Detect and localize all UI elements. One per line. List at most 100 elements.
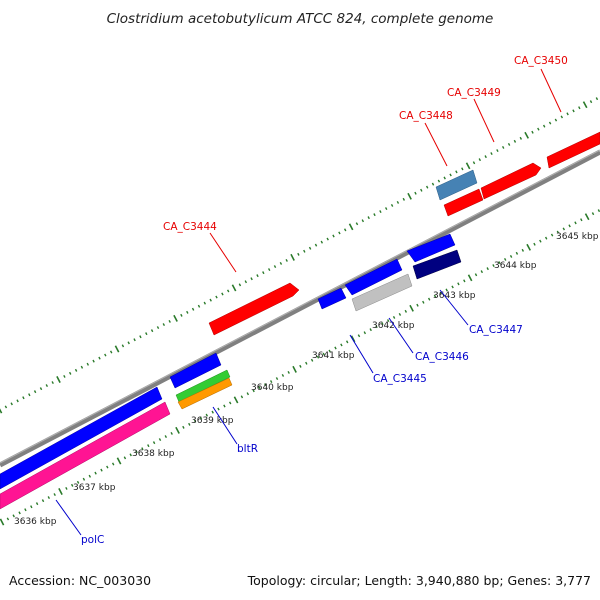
minor-tick bbox=[121, 344, 125, 348]
minor-tick bbox=[416, 303, 419, 307]
feature-polc-b[interactable] bbox=[0, 401, 171, 510]
minor-tick bbox=[191, 307, 195, 311]
feature-ca-c3445[interactable] bbox=[317, 287, 347, 310]
minor-tick bbox=[135, 450, 138, 454]
feature-ca-c3446-a[interactable] bbox=[344, 258, 403, 296]
minor-tick bbox=[273, 265, 277, 269]
minor-tick bbox=[170, 431, 173, 435]
major-tick bbox=[292, 365, 297, 373]
minor-tick bbox=[515, 251, 519, 255]
minor-tick bbox=[24, 508, 27, 512]
leader-ca-c3446 bbox=[388, 317, 414, 354]
minor-tick bbox=[98, 356, 101, 360]
minor-tick bbox=[472, 161, 476, 165]
minor-tick bbox=[386, 319, 390, 323]
minor-tick bbox=[554, 118, 558, 122]
gene-label-ca-c3446[interactable]: CA_C3446 bbox=[415, 351, 469, 363]
minor-tick bbox=[484, 155, 487, 159]
minor-tick bbox=[308, 246, 312, 250]
minor-tick bbox=[45, 384, 49, 388]
minor-tick bbox=[281, 373, 285, 377]
major-tick bbox=[0, 408, 3, 414]
minor-tick bbox=[262, 271, 265, 275]
minor-tick bbox=[449, 173, 452, 177]
minor-tick bbox=[404, 309, 408, 313]
gene-label-polc[interactable]: polC bbox=[81, 534, 104, 546]
minor-tick bbox=[375, 325, 378, 329]
leader-ca-c3450 bbox=[540, 68, 562, 113]
minor-tick bbox=[182, 425, 185, 429]
gene-label-ca-c3449[interactable]: CA_C3449 bbox=[447, 87, 501, 99]
feature-bltr-b[interactable] bbox=[175, 369, 231, 403]
feature-polc-a[interactable] bbox=[0, 386, 163, 490]
minor-tick bbox=[562, 227, 566, 231]
label-leaders bbox=[55, 68, 562, 536]
feature-ca-c3448-b[interactable] bbox=[443, 188, 484, 217]
minor-tick bbox=[145, 332, 148, 336]
gene-label-ca-c3447[interactable]: CA_C3447 bbox=[469, 324, 523, 336]
minor-tick bbox=[186, 310, 189, 314]
minor-tick bbox=[443, 176, 446, 180]
minor-tick bbox=[533, 242, 536, 246]
feature-ca-c3450[interactable] bbox=[546, 131, 600, 169]
major-tick bbox=[350, 335, 356, 343]
minor-tick bbox=[16, 399, 19, 403]
gene-label-ca-c3450[interactable]: CA_C3450 bbox=[514, 55, 568, 67]
minor-tick bbox=[252, 389, 255, 393]
minor-tick bbox=[455, 170, 458, 174]
backbone-line bbox=[0, 149, 600, 468]
minor-tick bbox=[345, 340, 349, 344]
backbone-highlight bbox=[0, 149, 600, 464]
leader-ca-c3449 bbox=[473, 98, 495, 143]
minor-tick bbox=[258, 386, 261, 390]
minor-tick bbox=[521, 248, 525, 252]
minor-tick bbox=[425, 185, 429, 189]
minor-tick bbox=[199, 416, 203, 420]
minor-tick bbox=[88, 474, 92, 478]
minor-tick bbox=[150, 329, 154, 333]
minor-tick bbox=[402, 197, 406, 201]
major-tick bbox=[175, 426, 180, 434]
feature-ca-c3447-b[interactable] bbox=[412, 249, 462, 280]
minor-tick bbox=[139, 335, 142, 339]
feature-ca-c3446-b[interactable] bbox=[351, 273, 413, 312]
minor-tick bbox=[340, 343, 343, 347]
minor-tick bbox=[422, 300, 425, 304]
scale-tick-label: 3637 kbp bbox=[73, 483, 116, 493]
minor-tick bbox=[433, 294, 437, 298]
minor-tick bbox=[106, 465, 109, 469]
minor-tick bbox=[492, 264, 495, 268]
minor-tick bbox=[568, 224, 571, 228]
gene-label-ca-c3445[interactable]: CA_C3445 bbox=[373, 373, 427, 385]
minor-tick bbox=[328, 349, 331, 353]
minor-tick bbox=[141, 447, 144, 451]
scale-tick-label: 3645 kbp bbox=[556, 232, 599, 242]
minor-tick bbox=[498, 261, 501, 265]
scale-labels: 3636 kbp 3637 kbp 3638 kbp 3639 kbp 3640… bbox=[14, 232, 599, 527]
feature-ca-c3449[interactable] bbox=[480, 162, 542, 200]
minor-tick bbox=[168, 319, 171, 323]
feature-ca-c3444[interactable] bbox=[208, 282, 300, 336]
gene-label-ca-c3444[interactable]: CA_C3444 bbox=[163, 221, 217, 233]
gene-label-bltr[interactable]: bltR bbox=[237, 443, 258, 455]
minor-tick bbox=[256, 274, 259, 278]
minor-tick bbox=[221, 292, 224, 296]
minor-tick bbox=[275, 377, 279, 381]
minor-tick bbox=[30, 505, 33, 509]
major-tick bbox=[58, 488, 63, 495]
major-tick bbox=[290, 253, 295, 261]
map-title: Clostridium acetobutylicum ATCC 824, com… bbox=[107, 11, 494, 27]
minor-tick bbox=[574, 221, 577, 225]
major-tick bbox=[233, 396, 239, 404]
minor-tick bbox=[86, 362, 90, 366]
accession-text: Accession: NC_003030 bbox=[9, 573, 151, 588]
minor-tick bbox=[439, 291, 443, 295]
feature-ca-c3447-a[interactable] bbox=[406, 233, 456, 263]
minor-tick bbox=[217, 407, 220, 411]
feature-bltr-a[interactable] bbox=[169, 352, 222, 389]
minor-tick bbox=[396, 200, 400, 204]
feature-bltr-c[interactable] bbox=[177, 377, 233, 410]
gene-label-ca-c3448[interactable]: CA_C3448 bbox=[399, 110, 453, 122]
minor-tick bbox=[74, 368, 78, 372]
feature-ca-c3448-a[interactable] bbox=[435, 169, 478, 201]
